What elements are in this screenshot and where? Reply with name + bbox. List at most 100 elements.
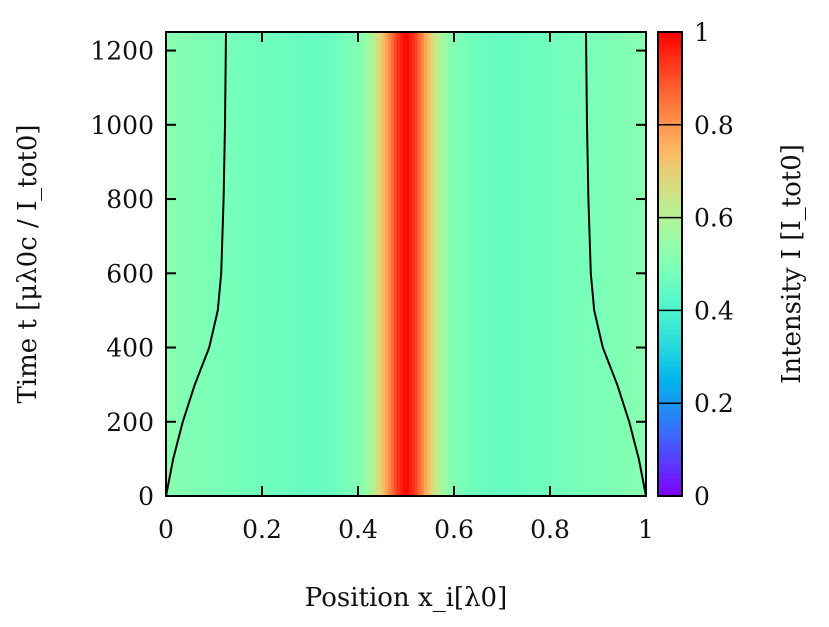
- heatmap-cell: [451, 32, 455, 496]
- heatmap-cell: [574, 32, 578, 496]
- x-tick-label: 0.2: [242, 515, 282, 544]
- heatmap-cell: [472, 32, 476, 496]
- heatmap-cell: [373, 32, 377, 496]
- colorbar-cell: [658, 380, 682, 386]
- heatmap-cell: [628, 32, 632, 496]
- heatmap-cell: [550, 32, 554, 496]
- colorbar-cell: [658, 166, 682, 172]
- x-tick-label: 1: [638, 515, 654, 544]
- colorbar-cell: [658, 319, 682, 325]
- colorbar-cell: [658, 342, 682, 349]
- heatmap-cell: [214, 32, 218, 496]
- colorbar-cell: [658, 463, 682, 469]
- heatmap-cell: [433, 32, 437, 496]
- colorbar-tick-label: 0.2: [694, 389, 734, 418]
- heatmap-cell: [277, 32, 281, 496]
- colorbar-cell: [658, 398, 682, 404]
- heatmap-cell: [256, 32, 260, 496]
- colorbar-cell: [658, 180, 682, 186]
- heatmap-cell: [301, 32, 305, 496]
- heatmap-cell: [193, 32, 197, 496]
- colorbar-cell: [658, 92, 682, 98]
- heatmap-cell: [481, 32, 485, 496]
- heatmap-cell: [427, 32, 431, 496]
- heatmap-cell: [607, 32, 611, 496]
- heatmap-cell: [190, 32, 194, 496]
- heatmap-cell: [238, 32, 242, 496]
- colorbar-cell: [658, 138, 682, 144]
- colorbar-cell: [658, 203, 682, 209]
- colorbar-cell: [658, 449, 682, 455]
- colorbar-tick-label: 0: [694, 482, 710, 511]
- heatmap-cell: [508, 32, 512, 496]
- heatmap-cell: [343, 32, 347, 496]
- heatmap-cell: [526, 32, 530, 496]
- heatmap-cell: [196, 32, 200, 496]
- y-axis-label: Time t [μλ0c / I_tot0]: [13, 124, 43, 403]
- heatmap-cell: [454, 32, 458, 496]
- heatmap-cell: [421, 32, 425, 496]
- heatmap-cell: [583, 32, 587, 496]
- heatmap-cell: [325, 32, 329, 496]
- heatmap-cell: [541, 32, 545, 496]
- colorbar-cell: [658, 73, 682, 79]
- colorbar-cell: [658, 199, 682, 205]
- heatmap-cell: [622, 32, 626, 496]
- heatmap-cell: [466, 32, 470, 496]
- colorbar-cell: [658, 231, 682, 237]
- colorbar-cell: [658, 435, 682, 441]
- colorbar-cell: [658, 296, 682, 302]
- heatmap-cell: [337, 32, 341, 496]
- heatmap-cell: [559, 32, 563, 496]
- colorbar-cell: [658, 389, 682, 395]
- colorbar-cell: [658, 212, 682, 219]
- colorbar-cell: [658, 393, 682, 400]
- heatmap-cell: [298, 32, 302, 496]
- colorbar-cell: [658, 129, 682, 135]
- heatmap-cell: [478, 32, 482, 496]
- heatmap-cell: [457, 32, 461, 496]
- y-tick-label: 1200: [90, 37, 154, 66]
- heatmap-cell: [463, 32, 467, 496]
- heatmap-cell: [271, 32, 275, 496]
- heatmap-cell: [634, 32, 638, 496]
- colorbar-cell: [658, 287, 682, 293]
- heatmap-cell: [187, 32, 191, 496]
- heatmap-cell: [475, 32, 479, 496]
- heatmap-cell: [268, 32, 272, 496]
- heatmap-cell: [223, 32, 227, 496]
- colorbar-cell: [658, 143, 682, 149]
- heatmap-cell: [229, 32, 233, 496]
- heatmap-cell: [382, 32, 386, 496]
- colorbar-tick-label: 0.4: [694, 296, 734, 325]
- heatmap-cell: [523, 32, 527, 496]
- heatmap-cell: [436, 32, 440, 496]
- x-axis-label: Position x_i[λ0]: [305, 583, 507, 613]
- colorbar-cell: [658, 347, 682, 353]
- heatmap-cell: [184, 32, 188, 496]
- heatmap-cell: [289, 32, 293, 496]
- heatmap-cell: [556, 32, 560, 496]
- colorbar-cell: [658, 254, 682, 260]
- heatmap-cell: [610, 32, 614, 496]
- heatmap-cell: [625, 32, 629, 496]
- heatmap-cell: [202, 32, 206, 496]
- heatmap-cell: [592, 32, 596, 496]
- heatmap-cell: [604, 32, 608, 496]
- colorbar-cell: [658, 338, 682, 344]
- heatmap-cell: [361, 32, 365, 496]
- heatmap-cell: [328, 32, 332, 496]
- heatmap-cell: [208, 32, 212, 496]
- colorbar-cell: [658, 41, 682, 47]
- heatmap-cell: [460, 32, 464, 496]
- heatmap-cell: [403, 32, 407, 496]
- heatmap-cell: [310, 32, 314, 496]
- boundary-curve: [585, 31, 647, 497]
- heatmap-cell: [562, 32, 566, 496]
- heatmap-cell: [496, 32, 500, 496]
- colorbar-cell: [658, 185, 682, 191]
- y-tick-label: 800: [106, 185, 154, 214]
- heatmap-cell: [340, 32, 344, 496]
- heatmap-cell: [535, 32, 539, 496]
- heatmap-cell: [616, 32, 620, 496]
